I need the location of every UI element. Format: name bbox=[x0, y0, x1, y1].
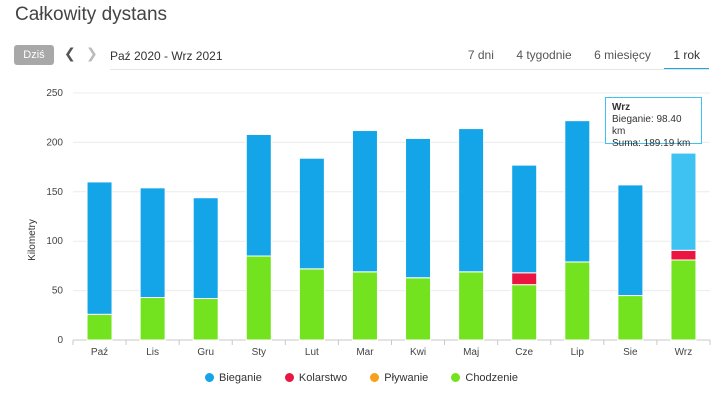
bar-segment-chodzenie[interactable] bbox=[617, 295, 644, 341]
x-tick-label: Mar bbox=[356, 347, 374, 358]
tab-1-year[interactable]: 1 rok bbox=[664, 42, 709, 70]
legend-marker-swimming bbox=[370, 373, 380, 382]
y-tick-label: 150 bbox=[46, 187, 63, 198]
legend-label-running: Bieganie bbox=[219, 372, 262, 384]
bar-segment-chodzenie[interactable] bbox=[351, 271, 378, 341]
bar-segment-chodzenie[interactable] bbox=[298, 268, 325, 341]
y-tick-label: 0 bbox=[57, 335, 63, 346]
bar-segment-kolarstwo[interactable] bbox=[511, 272, 538, 286]
tooltip-sum: Suma: 189.19 km bbox=[612, 138, 691, 149]
tab-4-weeks[interactable]: 4 tygodnie bbox=[516, 48, 572, 62]
y-tick-label: 50 bbox=[52, 286, 64, 297]
y-tick-label: 250 bbox=[46, 88, 63, 99]
x-tick-label: Sie bbox=[623, 347, 638, 358]
legend-item-running[interactable]: Bieganie bbox=[205, 372, 262, 384]
x-tick-label: Maj bbox=[463, 347, 479, 358]
legend-item-walking[interactable]: Chodzenie bbox=[451, 372, 518, 384]
legend-label-swimming: Pływanie bbox=[384, 372, 429, 384]
legend-item-cycling[interactable]: Kolarstwo bbox=[284, 372, 348, 384]
bar-segment-bieganie[interactable] bbox=[192, 197, 219, 300]
previous-period-icon[interactable]: ❮ bbox=[64, 45, 76, 61]
bar-segment-chodzenie[interactable] bbox=[86, 313, 113, 341]
legend-marker-running bbox=[205, 373, 215, 382]
x-tick-label: Lut bbox=[305, 347, 319, 358]
next-period-icon[interactable]: ❯ bbox=[86, 45, 98, 61]
bar-segment-bieganie[interactable] bbox=[298, 157, 325, 270]
period-controls: Dziś ❮ ❯ Paź 2020 - Wrz 2021 7 dni 4 tyg… bbox=[0, 42, 723, 72]
bar-segment-bieganie[interactable] bbox=[86, 181, 113, 315]
x-tick-label: Wrz bbox=[675, 347, 693, 358]
bar-segment-bieganie[interactable] bbox=[139, 187, 166, 299]
period-tabs: 7 dni 4 tygodnie 6 miesięcy 1 rok bbox=[459, 42, 709, 70]
x-tick-label: Gru bbox=[197, 347, 214, 358]
bar-segment-bieganie[interactable] bbox=[405, 137, 432, 279]
x-tick-label: Lis bbox=[146, 347, 159, 358]
bar-segment-chodzenie[interactable] bbox=[564, 261, 591, 341]
chart-legend: Bieganie Kolarstwo Pływanie Chodzenie bbox=[0, 372, 723, 388]
today-button[interactable]: Dziś bbox=[14, 45, 54, 65]
tab-6-months[interactable]: 6 miesięcy bbox=[594, 48, 651, 62]
tab-7-days[interactable]: 7 dni bbox=[467, 48, 494, 62]
bar-segment-bieganie[interactable] bbox=[511, 164, 538, 274]
legend-label-cycling: Kolarstwo bbox=[298, 372, 348, 384]
tooltip-title: Wrz bbox=[612, 102, 631, 113]
legend-item-swimming[interactable]: Pływanie bbox=[370, 372, 428, 384]
bar-segment-chodzenie[interactable] bbox=[670, 259, 697, 341]
bar-segment-bieganie[interactable] bbox=[458, 128, 485, 273]
chart-tooltip: Wrz Bieganie: 98.40 km Suma: 189.19 km bbox=[605, 97, 702, 149]
bar-segment-bieganie[interactable] bbox=[670, 152, 697, 251]
legend-marker-cycling bbox=[284, 373, 294, 382]
x-tick-label: Kwi bbox=[410, 347, 426, 358]
distance-bar-chart: 0 50 100 150 200 250 Paź Lis Gru Sty Lut Mar Kwi Maj… bbox=[27, 88, 711, 358]
y-axis-ticks: 0 50 100 150 200 250 bbox=[46, 88, 63, 346]
bar-segment-bieganie[interactable] bbox=[617, 184, 644, 297]
bar-segment-bieganie[interactable] bbox=[351, 130, 378, 273]
y-axis-label: Kilometry bbox=[27, 219, 38, 261]
legend-marker-walking bbox=[451, 373, 461, 382]
y-tick-label: 200 bbox=[46, 137, 63, 148]
bar-segment-bieganie[interactable] bbox=[245, 133, 272, 257]
y-tick-label: 100 bbox=[46, 236, 63, 247]
date-range-label: Paź 2020 - Wrz 2021 bbox=[110, 49, 223, 63]
bar-segment-chodzenie[interactable] bbox=[458, 271, 485, 341]
x-tick-label: Cze bbox=[515, 347, 533, 358]
page-title: Całkowity dystans bbox=[15, 4, 168, 25]
bars bbox=[86, 120, 697, 341]
bar-segment-kolarstwo[interactable] bbox=[670, 249, 697, 261]
x-tick-label: Lip bbox=[571, 347, 585, 358]
legend-label-walking: Chodzenie bbox=[465, 372, 518, 384]
x-tick-label: Paź bbox=[91, 347, 108, 358]
bar-segment-chodzenie[interactable] bbox=[192, 298, 219, 341]
bar-segment-chodzenie[interactable] bbox=[511, 284, 538, 341]
bar-segment-bieganie[interactable] bbox=[564, 120, 591, 263]
bar-segment-chodzenie[interactable] bbox=[139, 297, 166, 341]
bar-segment-chodzenie[interactable] bbox=[405, 277, 432, 341]
x-tick-label: Sty bbox=[252, 347, 266, 358]
tabs-divider bbox=[110, 69, 709, 70]
tooltip-running: Bieganie: 98.40 km bbox=[612, 114, 682, 137]
bar-segment-chodzenie[interactable] bbox=[245, 255, 272, 341]
x-axis-ticks: Paź Lis Gru Sty Lut Mar Kwi Maj Cze Lip Sie Wrz bbox=[72, 340, 711, 358]
